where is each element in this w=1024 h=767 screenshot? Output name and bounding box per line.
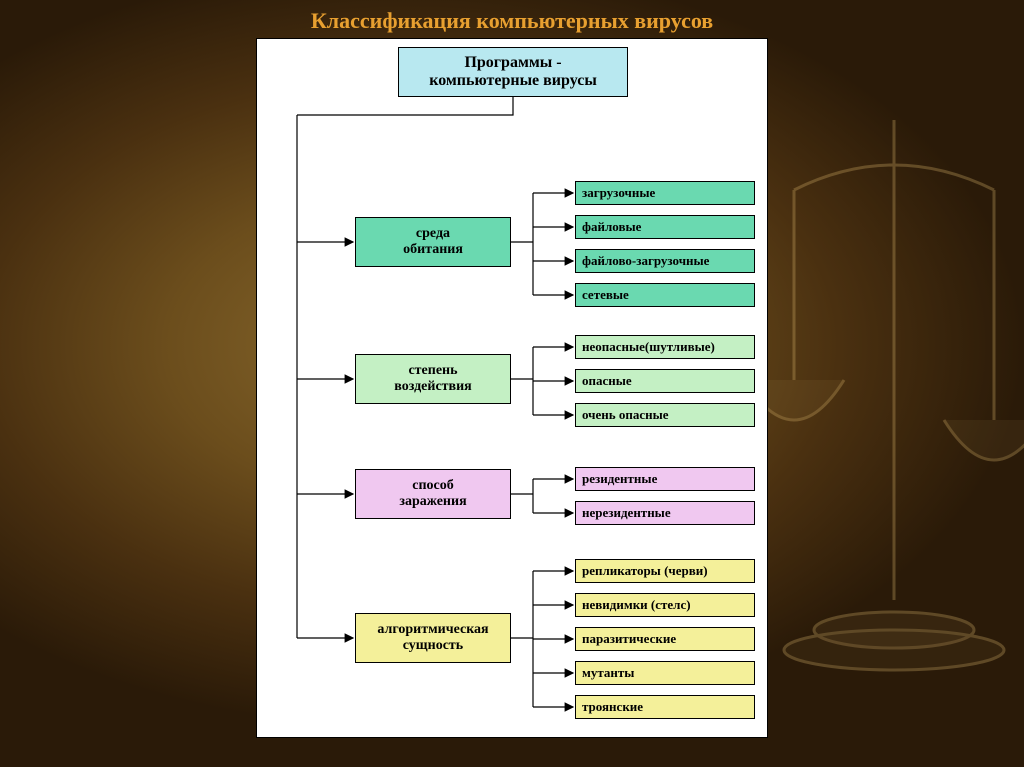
title-text: Классификация компьютерных вирусов bbox=[311, 8, 713, 33]
child-node: паразитические bbox=[575, 627, 755, 651]
category-label: обитания bbox=[403, 242, 463, 258]
child-label: файлово-загрузочные bbox=[582, 254, 709, 269]
child-label: файловые bbox=[582, 220, 641, 235]
root-node: Программы - компьютерные вирусы bbox=[398, 47, 628, 97]
child-node: репликаторы (черви) bbox=[575, 559, 755, 583]
category-label: заражения bbox=[399, 494, 466, 510]
child-label: невидимки (стелс) bbox=[582, 598, 691, 613]
root-line1: Программы - bbox=[429, 54, 597, 72]
diagram-panel: Программы - компьютерные вирусы средаоби… bbox=[256, 38, 768, 738]
child-node: неопасные(шутливые) bbox=[575, 335, 755, 359]
child-label: резидентные bbox=[582, 472, 657, 487]
slide-title: Классификация компьютерных вирусов bbox=[0, 8, 1024, 34]
child-label: паразитические bbox=[582, 632, 676, 647]
child-label: сетевые bbox=[582, 288, 629, 303]
category-infection: способзаражения bbox=[355, 469, 511, 519]
child-node: сетевые bbox=[575, 283, 755, 307]
category-impact: степеньвоздействия bbox=[355, 354, 511, 404]
child-node: файловые bbox=[575, 215, 755, 239]
category-habitat: средаобитания bbox=[355, 217, 511, 267]
category-label: способ bbox=[399, 478, 466, 494]
child-node: троянские bbox=[575, 695, 755, 719]
category-label: среда bbox=[403, 226, 463, 242]
category-algo: алгоритмическаясущность bbox=[355, 613, 511, 663]
child-label: мутанты bbox=[582, 666, 634, 681]
child-node: загрузочные bbox=[575, 181, 755, 205]
child-label: троянские bbox=[582, 700, 643, 715]
child-label: репликаторы (черви) bbox=[582, 564, 708, 579]
child-label: очень опасные bbox=[582, 408, 669, 423]
child-label: нерезидентные bbox=[582, 506, 671, 521]
child-node: резидентные bbox=[575, 467, 755, 491]
child-node: очень опасные bbox=[575, 403, 755, 427]
category-label: воздействия bbox=[394, 379, 472, 395]
child-node: файлово-загрузочные bbox=[575, 249, 755, 273]
category-label: степень bbox=[394, 363, 472, 379]
child-node: нерезидентные bbox=[575, 501, 755, 525]
child-node: невидимки (стелс) bbox=[575, 593, 755, 617]
category-label: алгоритмическая bbox=[377, 622, 488, 638]
child-label: неопасные(шутливые) bbox=[582, 340, 715, 355]
child-label: загрузочные bbox=[582, 186, 655, 201]
child-label: опасные bbox=[582, 374, 632, 389]
child-node: опасные bbox=[575, 369, 755, 393]
category-label: сущность bbox=[377, 638, 488, 654]
child-node: мутанты bbox=[575, 661, 755, 685]
root-line2: компьютерные вирусы bbox=[429, 72, 597, 90]
